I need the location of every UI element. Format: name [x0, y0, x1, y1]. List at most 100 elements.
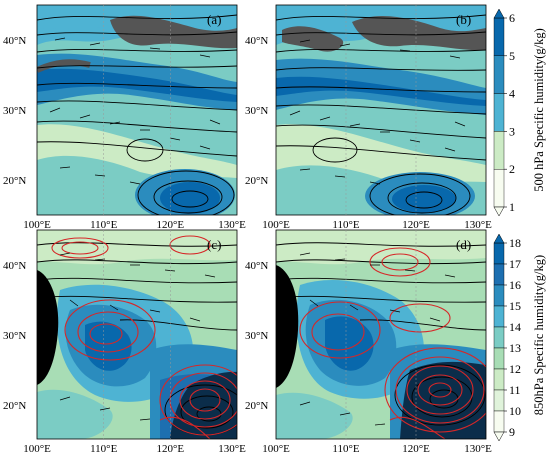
lon-tick-label: 120°E: [402, 219, 430, 231]
colorbar-tick-label: 1: [509, 200, 515, 214]
lat-tick-label: 30°N: [245, 105, 268, 117]
panel-c-label: (c): [207, 237, 221, 252]
colorbar-swatch: [493, 389, 505, 412]
lat-tick-label: 30°N: [3, 330, 26, 342]
colorbar-850hpa: 850hPa Specific humidity(g/kg) 9 10 11 12 13…: [493, 233, 546, 442]
lon-ticks-a: 100°E 110°E 120°E 130°E: [23, 219, 246, 231]
lon-tick-label: 110°E: [332, 219, 359, 231]
panel-c-wind-barbs: [59, 252, 216, 421]
lat-tick-label: 20°N: [3, 175, 26, 187]
panel-d-field: [276, 230, 486, 439]
lon-tick-label: 100°E: [23, 219, 51, 231]
colorbar-swatch: [493, 347, 505, 370]
lat-ticks-c: 40°N 30°N 20°N: [3, 260, 26, 412]
lon-tick-label: 110°E: [90, 443, 117, 455]
colorbar-swatch: [493, 168, 505, 208]
colorbar-swatch: [493, 55, 505, 94]
colorbar-850hpa-title: 850hPa Specific humidity(g/kg): [532, 255, 546, 415]
colorbar-500hpa-swatches: [493, 8, 505, 217]
lat-tick-label: 30°N: [3, 105, 26, 117]
colorbar-tick-label: 3: [509, 124, 515, 138]
panel-b: (b): [275, 4, 487, 216]
colorbar-extend-min: [493, 431, 505, 442]
panel-a-contours: [37, 14, 237, 215]
panel-b-contours: [276, 14, 486, 215]
lat-ticks-a: 40°N 30°N 20°N: [3, 35, 26, 187]
lon-tick-label: 120°E: [402, 443, 430, 455]
panel-d-red-contours: [299, 247, 486, 439]
panel-b-field: [276, 5, 486, 215]
panel-b-label: (b): [456, 12, 471, 27]
colorbar-tick-label: 14: [509, 320, 521, 334]
colorbar-tick-label: 5: [509, 49, 515, 63]
colorbar-tick-label: 17: [509, 257, 521, 271]
colorbar-swatch: [493, 17, 505, 56]
lon-ticks-b: 100°E 110°E 120°E 130°E: [262, 219, 492, 231]
colorbar-tick-label: 6: [509, 11, 515, 25]
panel-c-red-contours: [51, 235, 237, 439]
colorbar-extend-min: [493, 206, 505, 217]
lon-tick-label: 130°E: [218, 443, 246, 455]
colorbar-tick-label: 4: [509, 87, 515, 101]
lon-tick-label: 130°E: [464, 219, 492, 231]
colorbar-tick-label: 11: [509, 383, 521, 397]
colorbar-tick-label: 16: [509, 278, 521, 292]
colorbar-tick-label: 2: [509, 162, 515, 176]
panel-c-field: [37, 230, 237, 439]
colorbar-extend-max: [493, 233, 505, 244]
colorbar-tick-label: 13: [509, 341, 521, 355]
panel-a-label: (a): [207, 12, 221, 27]
lat-tick-label: 40°N: [245, 260, 268, 272]
colorbar-swatch: [493, 368, 505, 391]
colorbar-swatch: [493, 263, 505, 286]
lat-tick-label: 20°N: [245, 175, 268, 187]
colorbar-swatch: [493, 284, 505, 307]
lon-ticks-c: 100°E 110°E 120°E 130°E: [23, 443, 246, 455]
colorbar-850hpa-ticks: 9 10 11 12 13 14 15 16 17 18: [504, 236, 521, 439]
lat-tick-label: 40°N: [3, 260, 26, 272]
lon-tick-label: 130°E: [218, 219, 246, 231]
lon-ticks-d: 100°E 110°E 120°E 130°E: [262, 443, 492, 455]
lat-ticks-d: 40°N 30°N 20°N: [245, 260, 268, 412]
colorbar-500hpa: 500 hPa Specific humidity(g/kg) 1 2 3 4 5 6: [493, 8, 546, 217]
panel-d-contours: [276, 242, 486, 426]
panel-d-wind-barbs: [299, 252, 456, 426]
colorbar-swatch: [493, 410, 505, 433]
colorbar-swatch: [493, 131, 505, 170]
lat-tick-label: 30°N: [245, 330, 268, 342]
panel-d-label: (d): [456, 237, 471, 252]
lon-tick-label: 130°E: [464, 443, 492, 455]
colorbar-850hpa-swatches: [493, 233, 505, 442]
panel-d: (d): [275, 229, 487, 440]
panel-a-field: [37, 5, 237, 215]
colorbar-swatch: [493, 242, 505, 265]
lon-tick-label: 100°E: [262, 443, 290, 455]
lat-tick-label: 20°N: [245, 400, 268, 412]
colorbar-tick-label: 9: [509, 425, 515, 439]
lon-tick-label: 120°E: [156, 219, 184, 231]
lon-tick-label: 100°E: [23, 443, 51, 455]
colorbar-swatch: [493, 326, 505, 349]
colorbar-swatch: [493, 93, 505, 132]
lat-tick-label: 20°N: [3, 400, 26, 412]
lon-tick-label: 110°E: [90, 219, 117, 231]
colorbar-tick-label: 15: [509, 299, 521, 313]
lon-tick-label: 110°E: [332, 443, 359, 455]
panel-a: (a): [36, 4, 238, 216]
colorbar-500hpa-title: 500 hPa Specific humidity(g/kg): [532, 28, 546, 192]
colorbar-swatch: [493, 305, 505, 328]
colorbar-tick-label: 10: [509, 404, 521, 418]
panel-c: (c): [36, 229, 238, 440]
panel-a-wind-barbs: [49, 37, 221, 185]
lat-tick-label: 40°N: [3, 35, 26, 47]
colorbar-tick-label: 18: [509, 236, 521, 250]
colorbar-tick-label: 12: [509, 362, 521, 376]
colorbar-extend-max: [493, 8, 505, 19]
lon-tick-label: 120°E: [156, 443, 184, 455]
lat-ticks-b: 40°N 30°N 20°N: [245, 35, 268, 187]
lat-tick-label: 40°N: [245, 35, 268, 47]
colorbar-500hpa-ticks: 1 2 3 4 5 6: [504, 11, 515, 214]
panel-b-wind-barbs: [289, 39, 466, 185]
lon-tick-label: 100°E: [262, 219, 290, 231]
